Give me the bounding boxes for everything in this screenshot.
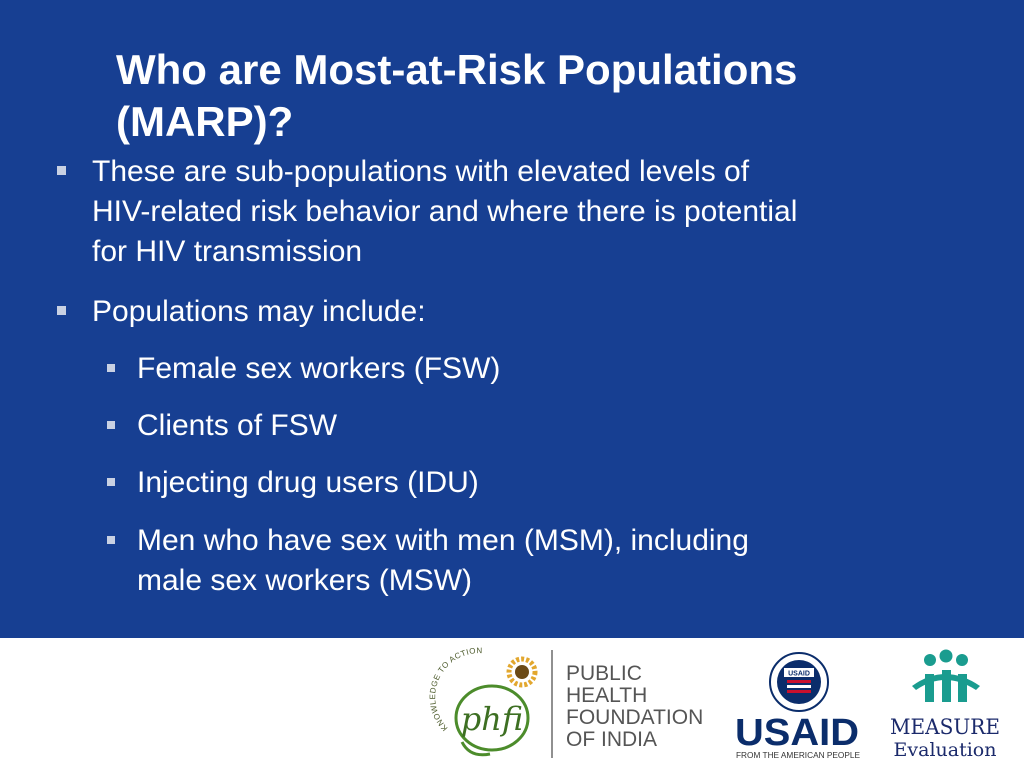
phfi-name-line: HEALTH — [566, 684, 647, 707]
phfi-logo: KNOWLEDGE TO ACTION phfi PUBLIC HEALTH F… — [428, 646, 703, 758]
sub-bullet-item: Injecting drug users (IDU) — [107, 463, 479, 503]
bullet-item: These are sub-populations with elevated … — [57, 152, 798, 272]
bullet-marker-icon — [107, 536, 115, 544]
phfi-name-line: FOUNDATION — [566, 706, 703, 729]
bullet-text-line: Clients of FSW — [137, 409, 338, 442]
measure-line-2: Evaluation — [894, 739, 997, 761]
usaid-wordmark: USAID — [735, 712, 859, 754]
footer-logos: KNOWLEDGE TO ACTION phfi PUBLIC HEALTH F… — [428, 646, 1000, 761]
bullet-text-line: HIV-related risk behavior and where ther… — [92, 195, 798, 228]
bullet-marker-icon — [107, 364, 115, 372]
slide-title-line-1: Who are Most-at-Risk Populations — [116, 46, 798, 93]
phfi-name-line: PUBLIC — [566, 662, 642, 685]
logo-footer: KNOWLEDGE TO ACTION phfi PUBLIC HEALTH F… — [0, 638, 1024, 768]
bullet-text-line: Injecting drug users (IDU) — [137, 466, 479, 499]
phfi-name-line: OF INDIA — [566, 728, 657, 751]
bullet-text-line: Female sex workers (FSW) — [137, 352, 501, 385]
bullet-item: Populations may include: — [57, 292, 426, 332]
phfi-ring-icon — [454, 684, 530, 752]
bullet-text-line: for HIV transmission — [92, 235, 363, 268]
sub-bullet-item: Female sex workers (FSW) — [107, 349, 501, 389]
slide-title-line-2: (MARP)? — [116, 98, 294, 145]
usaid-seal-text: USAID — [788, 671, 810, 678]
sub-bullet-item: Men who have sex with men (MSM), includi… — [107, 521, 749, 601]
bullet-text-line: These are sub-populations with elevated … — [92, 155, 750, 188]
slide-content-area: Who are Most-at-Risk Populations (MARP)?… — [0, 0, 1024, 638]
bullet-text-line: Men who have sex with men (MSM), includi… — [137, 524, 749, 557]
sub-bullet-item: Clients of FSW — [107, 406, 338, 446]
usaid-logo: USAID USAID FROM THE AMERICAN PEOPLE — [735, 652, 860, 760]
people-icon — [912, 649, 980, 702]
slide-title: Who are Most-at-Risk Populations (MARP)? — [116, 44, 936, 148]
usaid-tagline: FROM THE AMERICAN PEOPLE — [736, 750, 860, 760]
sunflower-icon — [506, 656, 538, 688]
usaid-seal-icon: USAID — [769, 652, 829, 712]
bullet-marker-icon — [57, 306, 66, 315]
bullet-marker-icon — [57, 166, 66, 175]
measure-evaluation-logo: MEASURE Evaluation — [890, 649, 1000, 761]
measure-line-1: MEASURE — [890, 715, 1000, 739]
bullet-text-line: male sex workers (MSW) — [137, 564, 473, 597]
phfi-mark: phfi — [461, 700, 523, 738]
bullet-marker-icon — [107, 478, 115, 486]
bullet-marker-icon — [107, 421, 115, 429]
bullet-text-line: Populations may include: — [92, 295, 426, 328]
